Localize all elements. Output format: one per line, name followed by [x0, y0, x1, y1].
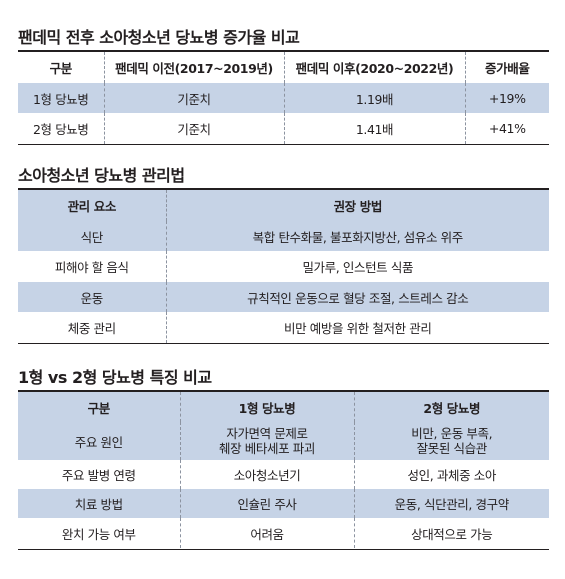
section3-header-cell: 2형 당뇨병 — [353, 392, 549, 422]
section3-top-rule — [18, 390, 549, 392]
table-cell: 기준치 — [103, 83, 284, 113]
section3-table: 구분 1형 당뇨병 2형 당뇨병 주요 원인 자가면역 문제로 췌장 베타세포 … — [18, 392, 549, 548]
section1-header-cell: 팬데믹 이전(2017~2019년) — [103, 52, 284, 83]
table-row: 체중 관리 비만 예방을 위한 철저한 관리 — [18, 312, 549, 343]
table-cell: 1.19배 — [283, 83, 465, 113]
section2-table: 관리 요소 권장 방법 식단 복합 탄수화물, 불포화지방산, 섬유소 위주 피… — [18, 190, 549, 343]
table-cell: +41% — [464, 113, 549, 144]
table-cell: 밀가루, 인스턴트 식품 — [165, 251, 549, 282]
table-cell: 운동, 식단관리, 경구약 — [353, 489, 549, 518]
section1-title: 팬데믹 전후 소아청소년 당뇨병 증가율 비교 — [18, 28, 300, 47]
table-cell: 완치 가능 여부 — [18, 518, 180, 548]
table-row: 운동 규칙적인 운동으로 혈당 조절, 스트레스 감소 — [18, 282, 549, 312]
table-cell: 주요 원인 — [18, 422, 180, 460]
section2-title: 소아청소년 당뇨병 관리법 — [18, 166, 185, 185]
table-cell: 소아청소년기 — [179, 460, 354, 489]
table-cell: 치료 방법 — [18, 489, 180, 518]
section1-bottom-rule — [18, 144, 549, 145]
section1-top-rule — [18, 50, 549, 52]
section1-header-cell: 구분 — [18, 52, 104, 83]
table-cell: 상대적으로 가능 — [353, 518, 549, 548]
table-cell: 운동 — [18, 282, 166, 312]
section3-title: 1형 vs 2형 당뇨병 특징 비교 — [18, 368, 212, 387]
table-cell: 비만 예방을 위한 철저한 관리 — [165, 312, 549, 343]
section2-header-row: 관리 요소 권장 방법 — [18, 190, 549, 221]
table-cell: 1.41배 — [283, 113, 465, 144]
section1-header-cell: 증가배율 — [464, 52, 549, 83]
section2-bottom-rule — [18, 343, 549, 344]
section3-header-cell: 1형 당뇨병 — [179, 392, 354, 422]
table-cell: 자가면역 문제로 췌장 베타세포 파괴 — [179, 422, 354, 460]
section1-header-cell: 팬데믹 이후(2020~2022년) — [283, 52, 465, 83]
table-cell: 규칙적인 운동으로 혈당 조절, 스트레스 감소 — [165, 282, 549, 312]
table-cell: 기준치 — [103, 113, 284, 144]
table-cell: 1형 당뇨병 — [18, 83, 104, 113]
section1-header-row: 구분 팬데믹 이전(2017~2019년) 팬데믹 이후(2020~2022년)… — [18, 52, 549, 83]
section3-bottom-rule — [18, 549, 549, 550]
table-cell: 어려움 — [179, 518, 354, 548]
table-row: 치료 방법 인슐린 주사 운동, 식단관리, 경구약 — [18, 489, 549, 518]
section1-table: 구분 팬데믹 이전(2017~2019년) 팬데믹 이후(2020~2022년)… — [18, 52, 549, 144]
table-cell: +19% — [464, 83, 549, 113]
table-row: 완치 가능 여부 어려움 상대적으로 가능 — [18, 518, 549, 548]
table-cell: 2형 당뇨병 — [18, 113, 104, 144]
table-row: 식단 복합 탄수화물, 불포화지방산, 섬유소 위주 — [18, 221, 549, 251]
table-cell: 식단 — [18, 221, 166, 251]
section2-top-rule — [18, 188, 549, 190]
table-cell: 주요 발병 연령 — [18, 460, 180, 489]
table-row: 피해야 할 음식 밀가루, 인스턴트 식품 — [18, 251, 549, 282]
table-row: 주요 발병 연령 소아청소년기 성인, 과체중 소아 — [18, 460, 549, 489]
section2-header-cell: 권장 방법 — [165, 190, 549, 221]
table-row: 주요 원인 자가면역 문제로 췌장 베타세포 파괴 비만, 운동 부족, 잘못된… — [18, 422, 549, 460]
table-cell: 피해야 할 음식 — [18, 251, 166, 282]
table-cell: 체중 관리 — [18, 312, 166, 343]
section3-header-cell: 구분 — [18, 392, 180, 422]
table-row: 2형 당뇨병 기준치 1.41배 +41% — [18, 113, 549, 144]
table-row: 1형 당뇨병 기준치 1.19배 +19% — [18, 83, 549, 113]
table-cell: 복합 탄수화물, 불포화지방산, 섬유소 위주 — [165, 221, 549, 251]
table-cell: 성인, 과체중 소아 — [353, 460, 549, 489]
table-cell: 인슐린 주사 — [179, 489, 354, 518]
table-cell: 비만, 운동 부족, 잘못된 식습관 — [353, 422, 549, 460]
section2-header-cell: 관리 요소 — [18, 190, 166, 221]
section3-header-row: 구분 1형 당뇨병 2형 당뇨병 — [18, 392, 549, 422]
